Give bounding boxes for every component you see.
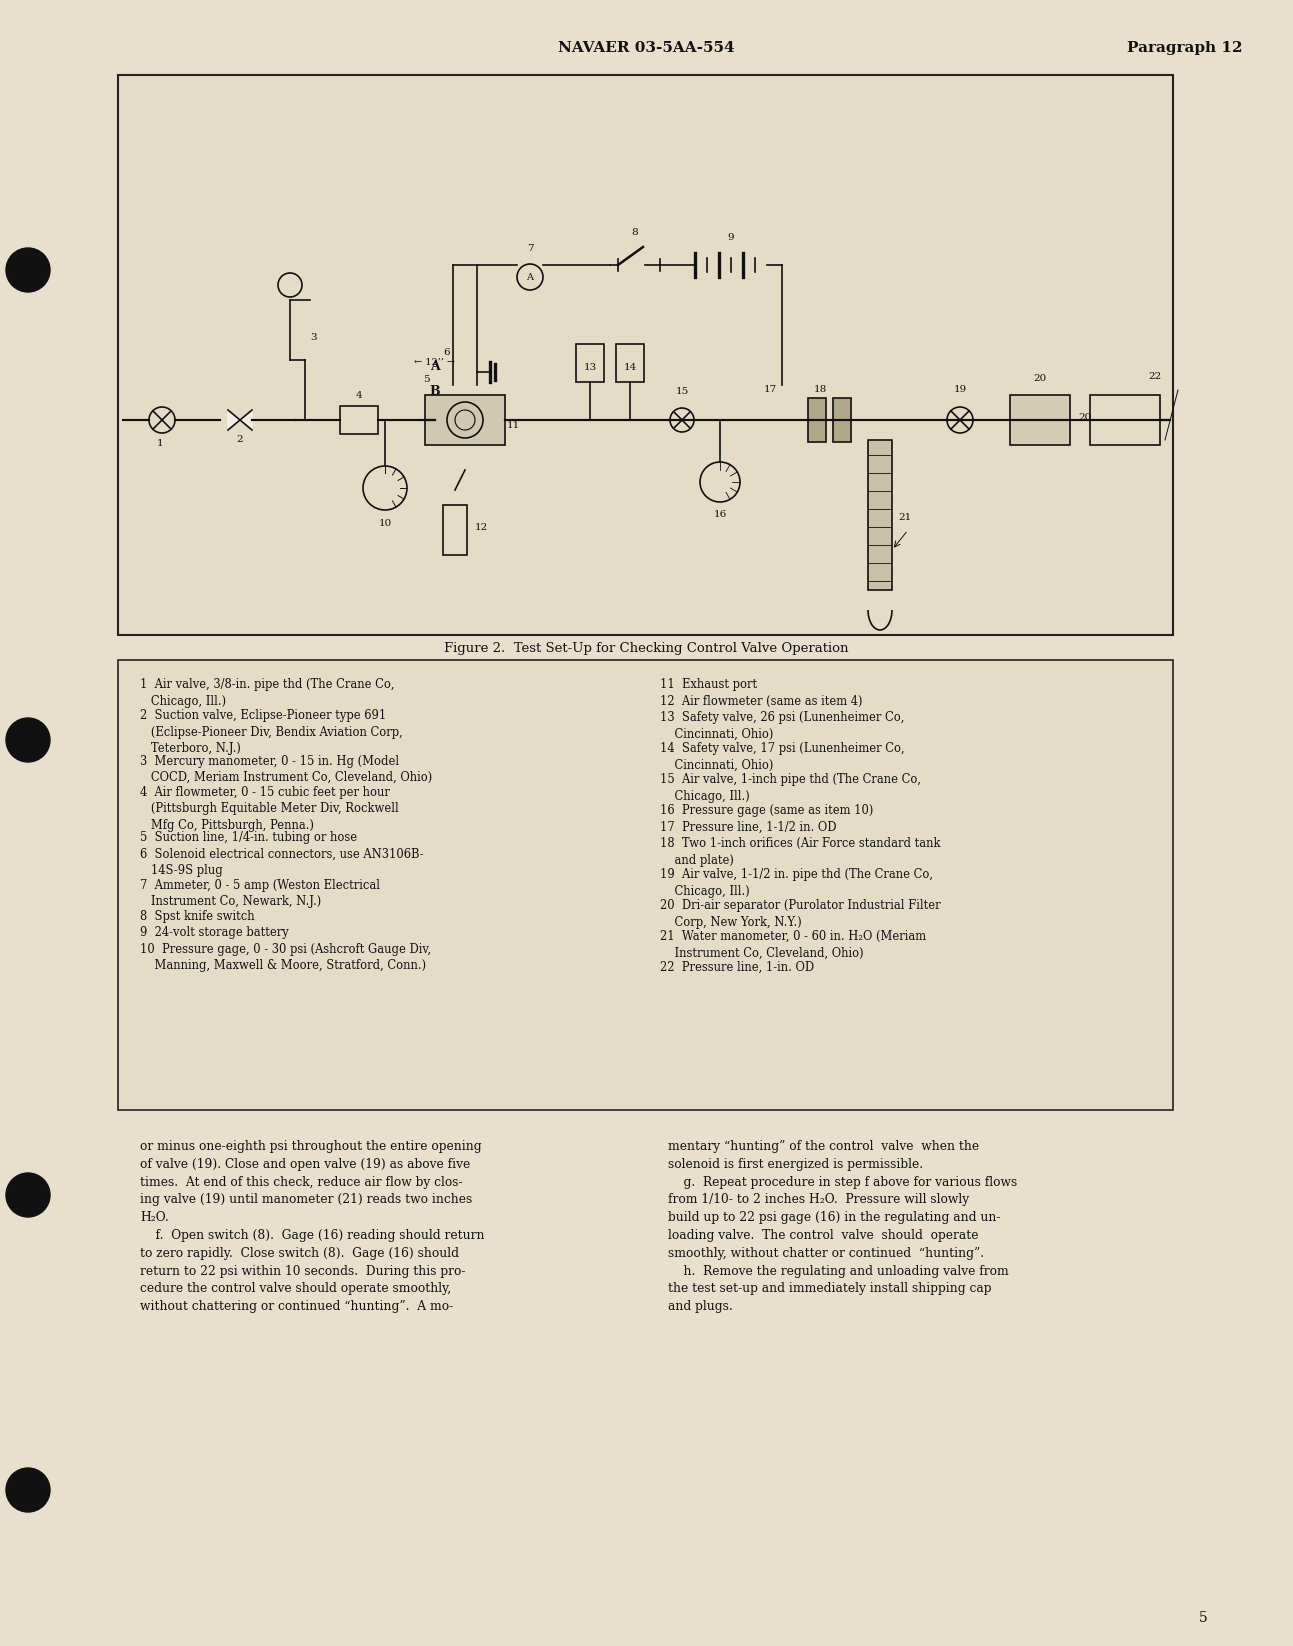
Text: 20: 20: [1033, 374, 1046, 384]
Text: Paragraph 12: Paragraph 12: [1127, 41, 1243, 54]
Text: A: A: [431, 360, 440, 374]
Text: 19: 19: [953, 385, 967, 393]
Text: 14  Safety valve, 17 psi (Lunenheimer Co,
    Cincinnati, Ohio): 14 Safety valve, 17 psi (Lunenheimer Co,…: [659, 742, 905, 772]
Text: 15: 15: [675, 387, 689, 397]
Text: 3: 3: [310, 332, 317, 342]
Text: 10  Pressure gage, 0 - 30 psi (Ashcroft Gauge Div,
    Manning, Maxwell & Moore,: 10 Pressure gage, 0 - 30 psi (Ashcroft G…: [140, 943, 431, 973]
Circle shape: [6, 249, 50, 291]
Text: 22  Pressure line, 1-in. OD: 22 Pressure line, 1-in. OD: [659, 961, 815, 974]
Text: 7  Ammeter, 0 - 5 amp (Weston Electrical
   Instrument Co, Newark, N.J.): 7 Ammeter, 0 - 5 amp (Weston Electrical …: [140, 879, 380, 909]
Text: 4  Air flowmeter, 0 - 15 cubic feet per hour
   (Pittsburgh Equitable Meter Div,: 4 Air flowmeter, 0 - 15 cubic feet per h…: [140, 785, 398, 831]
Circle shape: [6, 1174, 50, 1216]
Text: 21: 21: [899, 514, 912, 522]
Text: 1  Air valve, 3/8-in. pipe thd (The Crane Co,
   Chicago, Ill.): 1 Air valve, 3/8-in. pipe thd (The Crane…: [140, 678, 394, 708]
Text: 10: 10: [379, 518, 392, 528]
Text: 8: 8: [632, 229, 639, 237]
Text: 1: 1: [156, 439, 163, 448]
Circle shape: [6, 718, 50, 762]
Text: ← 12’’ →: ← 12’’ →: [415, 357, 455, 367]
Text: Figure 2.  Test Set-Up for Checking Control Valve Operation: Figure 2. Test Set-Up for Checking Contr…: [445, 642, 848, 655]
Text: 2: 2: [237, 435, 243, 444]
Text: 14: 14: [623, 364, 636, 372]
Text: 11: 11: [507, 421, 520, 430]
Text: 5: 5: [1199, 1611, 1208, 1625]
Text: 11  Exhaust port: 11 Exhaust port: [659, 678, 758, 691]
Text: A: A: [526, 273, 534, 281]
Circle shape: [6, 1468, 50, 1513]
Text: NAVAER 03-5AA-554: NAVAER 03-5AA-554: [559, 41, 734, 54]
Text: 12  Air flowmeter (same as item 4): 12 Air flowmeter (same as item 4): [659, 695, 862, 708]
Text: mentary “hunting” of the control  valve  when the
solenoid is first energized is: mentary “hunting” of the control valve w…: [668, 1141, 1018, 1314]
Text: 5: 5: [423, 375, 431, 384]
Text: 2  Suction valve, Eclipse-Pioneer type 691
   (Eclipse-Pioneer Div, Bendix Aviat: 2 Suction valve, Eclipse-Pioneer type 69…: [140, 709, 402, 756]
Polygon shape: [228, 410, 240, 430]
Text: 20  Dri-air separator (Purolator Industrial Filter
    Corp, New York, N.Y.): 20 Dri-air separator (Purolator Industri…: [659, 899, 940, 928]
Text: 22: 22: [1148, 372, 1161, 380]
Text: 8  Spst knife switch: 8 Spst knife switch: [140, 910, 255, 922]
Text: 3  Mercury manometer, 0 - 15 in. Hg (Model
   COCD, Meriam Instrument Co, Clevel: 3 Mercury manometer, 0 - 15 in. Hg (Mode…: [140, 754, 432, 783]
Text: 18: 18: [813, 385, 826, 393]
Bar: [118, 660, 1173, 1109]
Text: 12: 12: [475, 523, 489, 532]
Text: 6  Solenoid electrical connectors, use AN3106B-
   14S-9S plug: 6 Solenoid electrical connectors, use AN…: [140, 848, 424, 877]
Text: 21  Water manometer, 0 - 60 in. H₂O (Meriam
    Instrument Co, Cleveland, Ohio): 21 Water manometer, 0 - 60 in. H₂O (Meri…: [659, 930, 926, 960]
Bar: [118, 76, 1173, 635]
Text: 13  Safety valve, 26 psi (Lunenheimer Co,
    Cincinnati, Ohio): 13 Safety valve, 26 psi (Lunenheimer Co,…: [659, 711, 904, 741]
Text: 13: 13: [583, 364, 596, 372]
Text: 19  Air valve, 1-1/2 in. pipe thd (The Crane Co,
    Chicago, Ill.): 19 Air valve, 1-1/2 in. pipe thd (The Cr…: [659, 867, 934, 897]
Bar: [1010, 395, 1071, 444]
Text: 9: 9: [728, 234, 734, 242]
Bar: [615, 344, 644, 382]
Text: 17  Pressure line, 1-1/2 in. OD: 17 Pressure line, 1-1/2 in. OD: [659, 820, 837, 833]
Bar: [425, 395, 506, 444]
Bar: [340, 407, 378, 435]
Text: 9  24-volt storage battery: 9 24-volt storage battery: [140, 927, 288, 938]
Text: 16  Pressure gage (same as item 10): 16 Pressure gage (same as item 10): [659, 803, 873, 816]
Bar: [808, 398, 826, 443]
Text: 17: 17: [763, 385, 777, 393]
Text: B: B: [429, 385, 441, 398]
Text: 7: 7: [526, 244, 533, 253]
Text: or minus one-eighth psi throughout the entire opening
of valve (19). Close and o: or minus one-eighth psi throughout the e…: [140, 1141, 485, 1314]
Bar: [443, 505, 467, 555]
Text: 15  Air valve, 1-inch pipe thd (The Crane Co,
    Chicago, Ill.): 15 Air valve, 1-inch pipe thd (The Crane…: [659, 774, 921, 803]
Text: 20.: 20.: [1078, 413, 1094, 421]
Bar: [575, 344, 604, 382]
Bar: [868, 439, 892, 589]
Polygon shape: [240, 410, 252, 430]
Bar: [833, 398, 851, 443]
Text: 18  Two 1-inch orifices (Air Force standard tank
    and plate): 18 Two 1-inch orifices (Air Force standa…: [659, 838, 940, 866]
Text: 6: 6: [443, 347, 450, 357]
Text: 5  Suction line, 1/4-in. tubing or hose: 5 Suction line, 1/4-in. tubing or hose: [140, 831, 357, 844]
Text: 4: 4: [356, 392, 362, 400]
Text: 16: 16: [714, 510, 727, 518]
Bar: [1090, 395, 1160, 444]
